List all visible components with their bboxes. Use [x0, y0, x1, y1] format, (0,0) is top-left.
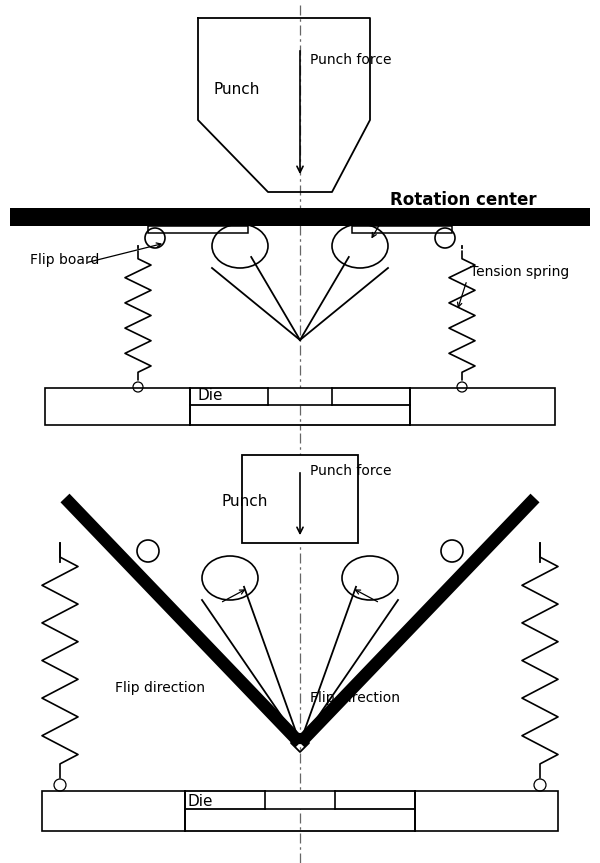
Text: Punch: Punch [222, 494, 268, 508]
Text: Flip direction: Flip direction [115, 681, 205, 695]
Bar [268, 388, 332, 405]
Text: Flip direction: Flip direction [310, 691, 400, 705]
Bar [265, 791, 335, 809]
Bar [148, 226, 248, 233]
Text: Rotation center: Rotation center [390, 191, 536, 209]
Text: Tension spring: Tension spring [470, 265, 569, 279]
Bar [45, 388, 190, 425]
Text: Flip board: Flip board [30, 253, 100, 267]
Text: Punch force: Punch force [310, 53, 392, 67]
Text: Punch force: Punch force [310, 464, 392, 478]
Bar [410, 388, 555, 425]
Text: Die: Die [187, 793, 213, 809]
Bar [352, 226, 452, 233]
Bar [42, 791, 185, 831]
Bar [415, 791, 558, 831]
Bar [242, 455, 358, 543]
Text: Punch: Punch [214, 83, 260, 98]
Text: Die: Die [197, 387, 223, 402]
Bar [10, 208, 590, 226]
